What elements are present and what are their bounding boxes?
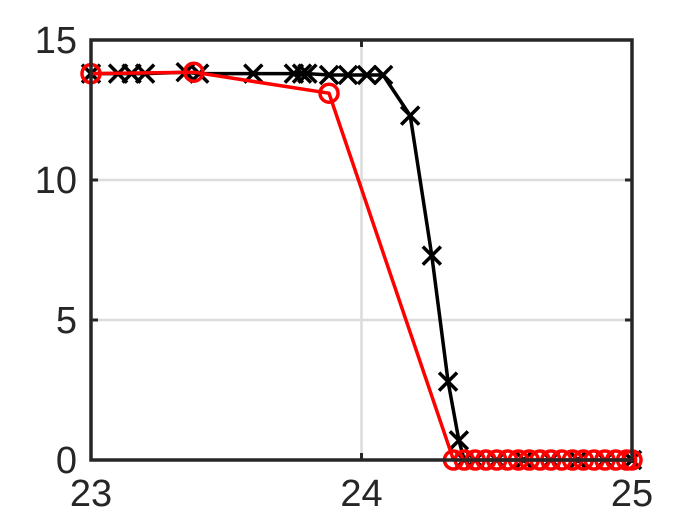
series-1-point (372, 64, 394, 86)
series-1-point (399, 105, 421, 126)
axes (89, 38, 634, 462)
series-1-point (291, 63, 313, 84)
series-2-point (318, 82, 340, 104)
x-tick-label: 24 (340, 473, 382, 515)
series-2-point (183, 61, 205, 83)
series-1-point (448, 430, 470, 451)
tick-labels: 23 24 25 0 5 10 15 (35, 20, 653, 515)
series-1-point (297, 63, 318, 84)
y-tick-label: 10 (35, 160, 77, 202)
x-tick-label: 23 (70, 473, 112, 515)
y-tick-label: 0 (56, 440, 77, 482)
series-1-point (318, 64, 340, 86)
y-tick-label: 15 (35, 20, 77, 62)
series-1-point (337, 64, 359, 86)
series-1-point (356, 64, 378, 86)
x-tick-label: 25 (611, 473, 653, 515)
series-1-point (437, 371, 459, 392)
series-1-point (421, 245, 443, 266)
y-tick-label: 5 (56, 300, 77, 342)
